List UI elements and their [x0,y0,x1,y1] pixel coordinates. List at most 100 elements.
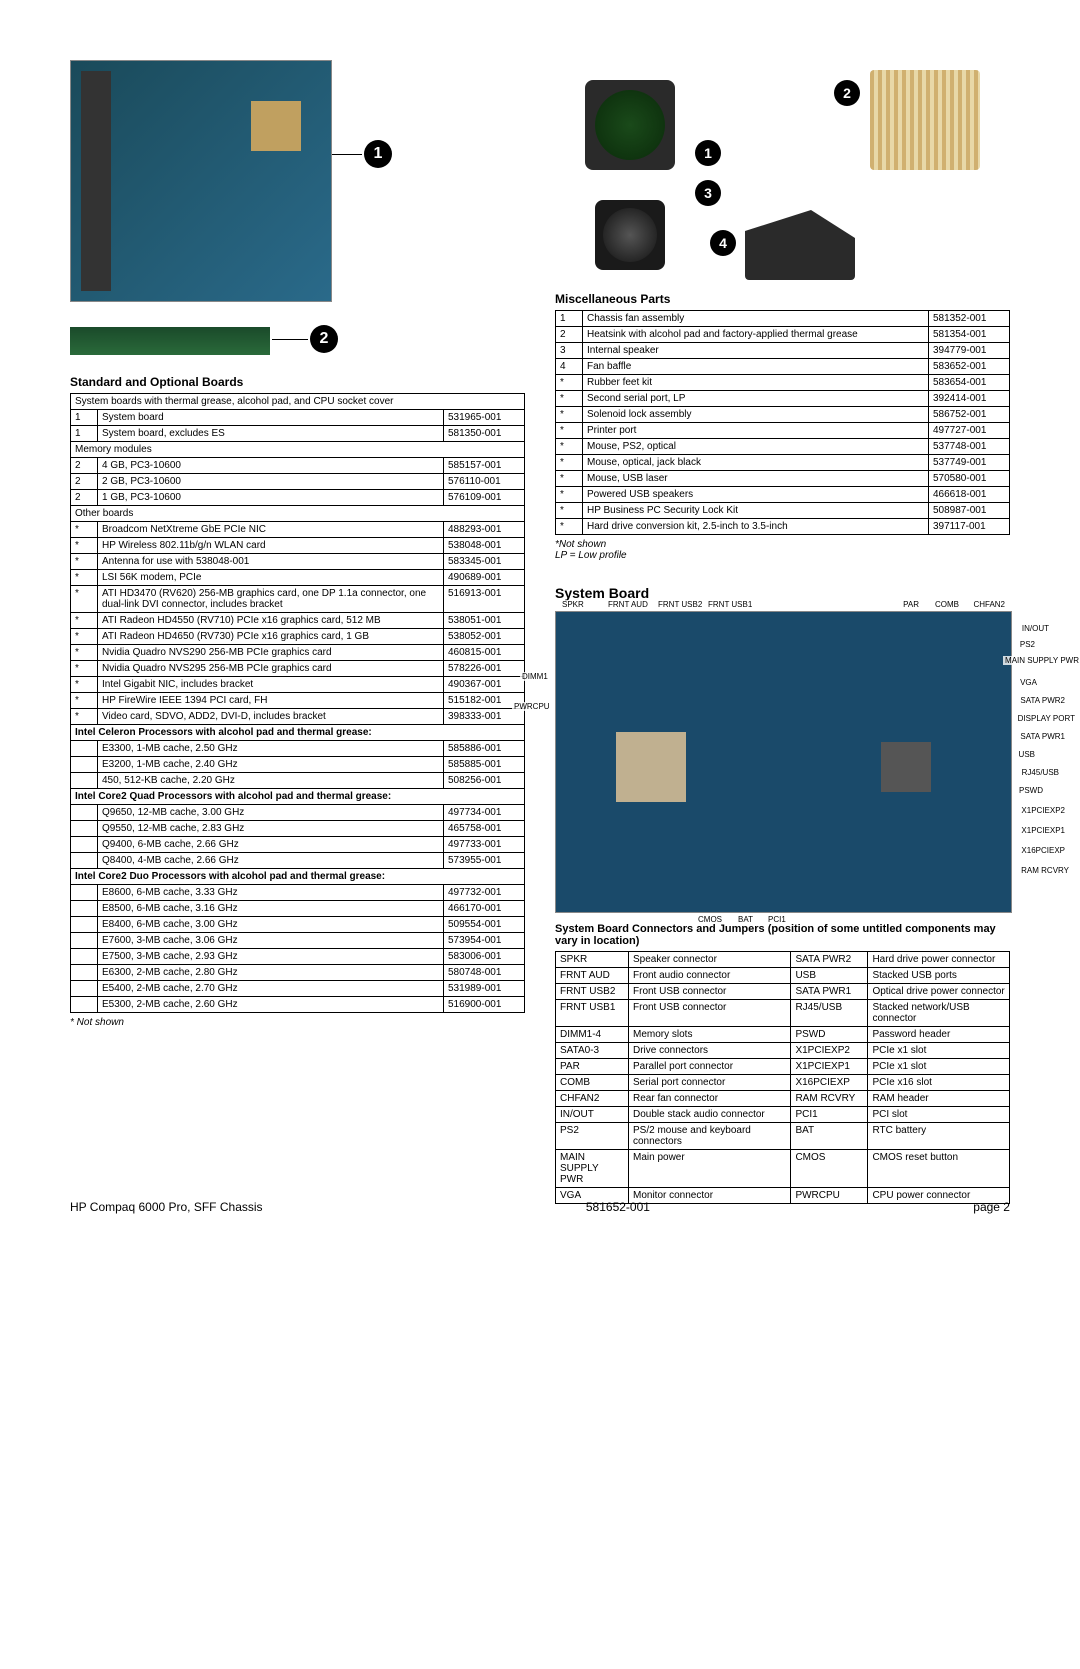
misc-footnote-1: *Not shown [555,539,1010,550]
misc-callout-1: 1 [695,140,721,166]
table-row: 1Chassis fan assembly581352-001 [556,311,1010,327]
callout-1: 1 [364,140,392,168]
baffle-image [745,210,855,280]
sys-label: DISPLAY PORT [1016,714,1077,723]
boards-table: System boards with thermal grease, alcoh… [70,393,525,1013]
misc-table: 1Chassis fan assembly581352-001 2Heatsin… [555,310,1010,535]
table-row: FRNT AUDFront audio connectorUSBStacked … [556,968,1010,984]
sys-label: CMOS [696,915,724,924]
table-row: E8500, 6-MB cache, 3.16 GHz466170-001 [71,901,525,917]
connectors-title: System Board Connectors and Jumpers (pos… [555,923,1010,947]
table-row: 1System board531965-001 [71,410,525,426]
sys-label: RAM RCVRY [1019,866,1071,875]
table-row: PS2PS/2 mouse and keyboard connectorsBAT… [556,1123,1010,1150]
celeron-header: Intel Celeron Processors with alcohol pa… [71,725,525,741]
table-row: *Solenoid lock assembly586752-001 [556,407,1010,423]
span-other: Other boards [71,506,525,522]
table-row: 22 GB, PC3-10600576110-001 [71,474,525,490]
sys-label: X16PCIEXP [1019,846,1067,855]
table-row: *ATI Radeon HD4650 (RV730) PCIe x16 grap… [71,629,525,645]
misc-callout-2: 2 [834,80,860,106]
c2q-header: Intel Core2 Quad Processors with alcohol… [71,789,525,805]
misc-footnote-2: LP = Low profile [555,550,1010,561]
table-row: *ATI HD3470 (RV620) 256-MB graphics card… [71,586,525,613]
table-row: *Mouse, USB laser570580-001 [556,471,1010,487]
table-row: E7600, 3-MB cache, 3.06 GHz573954-001 [71,933,525,949]
sys-label: SATA PWR1 [1018,732,1067,741]
sys-label: SATA PWR2 [1018,696,1067,705]
table-row: *Video card, SDVO, ADD2, DVI-D, includes… [71,709,525,725]
table-row: 3Internal speaker394779-001 [556,343,1010,359]
table-row: *Nvidia Quadro NVS290 256-MB PCIe graphi… [71,645,525,661]
sys-label: PAR [901,600,921,609]
sys-label: PSWD [1017,786,1045,795]
table-row: 4Fan baffle583652-001 [556,359,1010,375]
table-row: E8400, 6-MB cache, 3.00 GHz509554-001 [71,917,525,933]
sys-label: FRNT USB1 [706,600,754,609]
system-board-title: System Board [555,585,1010,601]
sys-label: RJ45/USB [1020,768,1061,777]
motherboard-image [70,60,332,302]
sys-label: X1PCIEXP1 [1019,826,1067,835]
c2d-header: Intel Core2 Duo Processors with alcohol … [71,869,525,885]
table-row: E3300, 1-MB cache, 2.50 GHz585886-001 [71,741,525,757]
table-row: IN/OUTDouble stack audio connectorPCI1PC… [556,1107,1010,1123]
table-row: *ATI Radeon HD4550 (RV710) PCIe x16 grap… [71,613,525,629]
page-footer: HP Compaq 6000 Pro, SFF Chassis 581652-0… [70,1200,1010,1214]
table-row: PARParallel port connectorX1PCIEXP1PCIe … [556,1059,1010,1075]
sys-label: FRNT AUD [606,600,650,609]
board-illustration: 1 2 [70,60,525,355]
table-row: *Printer port497727-001 [556,423,1010,439]
table-row: *Second serial port, LP392414-001 [556,391,1010,407]
table-row: *Intel Gigabit NIC, includes bracket4903… [71,677,525,693]
system-board-diagram: SPKR FRNT AUD FRNT USB2 FRNT USB1 PAR CO… [555,611,1012,913]
table-row: 2Heatsink with alcohol pad and factory-a… [556,327,1010,343]
footnote-not-shown: * Not shown [70,1017,525,1028]
table-row: SPKRSpeaker connectorSATA PWR2Hard drive… [556,952,1010,968]
table-row: E6300, 2-MB cache, 2.80 GHz580748-001 [71,965,525,981]
callout-2: 2 [310,325,338,353]
sys-label: CHFAN2 [971,600,1007,609]
table-row: 1System board, excludes ES581350-001 [71,426,525,442]
table-row: SATA0-3Drive connectorsX1PCIEXP2PCIe x1 … [556,1043,1010,1059]
table-row: *Antenna for use with 538048-001583345-0… [71,554,525,570]
misc-parts-illustration: 1 2 3 4 [555,60,1010,280]
table-row: DIMM1-4Memory slotsPSWDPassword header [556,1027,1010,1043]
table-row: *Mouse, PS2, optical537748-001 [556,439,1010,455]
sys-label: FRNT USB2 [656,600,704,609]
table-row: E7500, 3-MB cache, 2.93 GHz583006-001 [71,949,525,965]
table-row: Q8400, 4-MB cache, 2.66 GHz573955-001 [71,853,525,869]
sys-label: PWRCPU [512,702,552,711]
sys-label: IN/OUT [1020,624,1051,633]
footer-center: 581652-001 [586,1200,650,1214]
sys-label: X1PCIEXP2 [1019,806,1067,815]
speaker-image [595,200,665,270]
table-row: E3200, 1-MB cache, 2.40 GHz585885-001 [71,757,525,773]
sys-label: USB [1017,750,1037,759]
heatsink-image [870,70,980,170]
table-row: *HP Business PC Security Lock Kit508987-… [556,503,1010,519]
sys-label: SPKR [560,600,586,609]
table-row: *LSI 56K modem, PCIe490689-001 [71,570,525,586]
sys-label: BAT [736,915,755,924]
sys-label: DIMM1 [520,672,550,681]
section-title-boards: Standard and Optional Boards [70,375,525,389]
sys-label: COMB [933,600,961,609]
table-row: E8600, 6-MB cache, 3.33 GHz497732-001 [71,885,525,901]
span-memory: Memory modules [71,442,525,458]
table-row: *Nvidia Quadro NVS295 256-MB PCIe graphi… [71,661,525,677]
table-row: FRNT USB2Front USB connectorSATA PWR1Opt… [556,984,1010,1000]
sys-label: VGA [1018,678,1039,687]
table-row: *HP FireWire IEEE 1394 PCI card, FH51518… [71,693,525,709]
table-row: 450, 512-KB cache, 2.20 GHz508256-001 [71,773,525,789]
footer-left: HP Compaq 6000 Pro, SFF Chassis [70,1200,263,1214]
table-row: MAIN SUPPLY PWRMain powerCMOSCMOS reset … [556,1150,1010,1188]
table-row: Q9400, 6-MB cache, 2.66 GHz497733-001 [71,837,525,853]
sys-label: PCI1 [766,915,788,924]
connectors-table: SPKRSpeaker connectorSATA PWR2Hard drive… [555,951,1010,1204]
span-system-boards: System boards with thermal grease, alcoh… [71,394,525,410]
table-row: *HP Wireless 802.11b/g/n WLAN card538048… [71,538,525,554]
table-row: *Powered USB speakers466618-001 [556,487,1010,503]
misc-callout-4: 4 [710,230,736,256]
table-row: 24 GB, PC3-10600585157-001 [71,458,525,474]
